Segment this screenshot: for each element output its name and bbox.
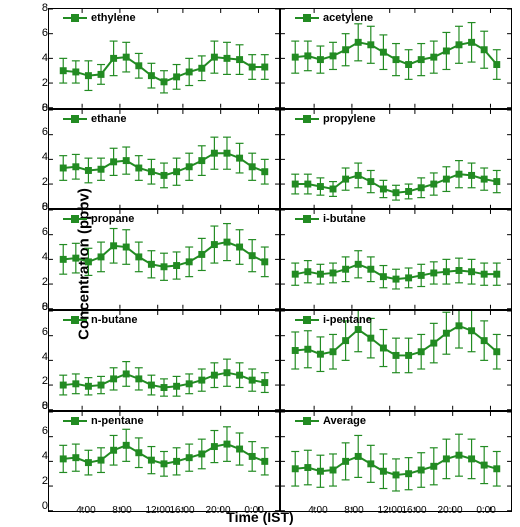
square-marker-icon	[303, 417, 311, 425]
legend: propane	[63, 213, 134, 225]
square-marker-icon	[71, 115, 79, 123]
legend: ethylene	[63, 12, 136, 24]
legend: i-pentane	[295, 314, 372, 326]
panel-ethane: ethane	[48, 109, 280, 210]
legend-label: propane	[91, 213, 134, 225]
panel-i-butane: i-butane	[280, 209, 512, 310]
panel-average: Average	[280, 411, 512, 512]
legend: acetylene	[295, 12, 373, 24]
legend: i-butane	[295, 213, 366, 225]
legend-label: n-butane	[91, 314, 137, 326]
legend: n-pentane	[63, 415, 144, 427]
legend-label: i-butane	[323, 213, 366, 225]
legend-label: ethylene	[91, 12, 136, 24]
panel-propane: propane	[48, 209, 280, 310]
square-marker-icon	[303, 316, 311, 324]
legend-label: i-pentane	[323, 314, 372, 326]
legend: ethane	[63, 113, 126, 125]
square-marker-icon	[71, 215, 79, 223]
square-marker-icon	[303, 115, 311, 123]
panel-propylene: propylene	[280, 109, 512, 210]
legend-label: acetylene	[323, 12, 373, 24]
legend: Average	[295, 415, 366, 427]
chart-grid: ethylene acetylene ethane propylene propane i…	[48, 8, 512, 506]
square-marker-icon	[71, 14, 79, 22]
legend: propylene	[295, 113, 376, 125]
panel-i-pentane: i-pentane	[280, 310, 512, 411]
legend-label: ethane	[91, 113, 126, 125]
panel-n-butane: n-butane	[48, 310, 280, 411]
square-marker-icon	[71, 316, 79, 324]
panel-ethylene: ethylene	[48, 8, 280, 109]
legend-label: Average	[323, 415, 366, 427]
panel-n-pentane: n-pentane	[48, 411, 280, 512]
square-marker-icon	[303, 14, 311, 22]
legend-label: propylene	[323, 113, 376, 125]
panel-acetylene: acetylene	[280, 8, 512, 109]
square-marker-icon	[303, 215, 311, 223]
square-marker-icon	[71, 417, 79, 425]
y-axis-ticks: 0246802468024680246802468	[30, 8, 48, 506]
legend: n-butane	[63, 314, 137, 326]
legend-label: n-pentane	[91, 415, 144, 427]
